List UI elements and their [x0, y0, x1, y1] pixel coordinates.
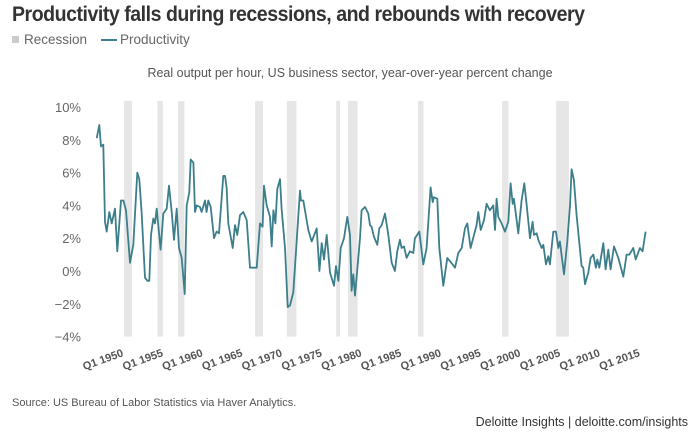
x-tick-label: Q1 1950	[81, 347, 125, 373]
recession-band	[157, 101, 163, 337]
y-tick-label: 8%	[62, 133, 81, 148]
y-tick-label: 10%	[55, 100, 81, 115]
y-tick-label: 6%	[62, 166, 81, 181]
y-tick-label: 4%	[62, 198, 81, 213]
recession-band	[286, 101, 297, 337]
recession-band	[336, 101, 341, 337]
x-tick-label: Q1 1995	[439, 347, 483, 373]
x-tick-label: Q1 1970	[240, 347, 284, 373]
recession-band	[502, 101, 509, 337]
x-tick-label: Q1 1965	[200, 347, 244, 373]
x-tick-label: Q1 2000	[479, 347, 523, 373]
y-tick-label: 2%	[62, 231, 81, 246]
x-tick-label: Q1 2015	[598, 347, 642, 373]
chart-subtitle: Real output per hour, US business sector…	[147, 66, 553, 80]
legend: Recession Productivity	[12, 32, 190, 47]
x-tick-label: Q1 2010	[558, 347, 602, 373]
x-tick-label: Q1 1960	[161, 347, 205, 373]
footer-credit: Deloitte Insights | deloitte.com/insight…	[475, 415, 688, 429]
y-tick-label: 0%	[62, 264, 81, 279]
y-tick-label: −4%	[55, 330, 82, 345]
productivity-line	[95, 124, 647, 308]
recession-swatch-icon	[12, 36, 19, 43]
x-tick-label: Q1 1980	[320, 347, 364, 373]
y-tick-label: −2%	[55, 297, 82, 312]
recession-band	[255, 101, 264, 337]
source-note: Source: US Bureau of Labor Statistics vi…	[12, 397, 297, 409]
legend-productivity-label: Productivity	[120, 32, 190, 47]
recession-band	[556, 101, 569, 337]
recession-band	[348, 101, 358, 337]
legend-recession-label: Recession	[24, 32, 88, 47]
productivity-line-swatch-icon	[101, 38, 118, 41]
x-tick-label: Q1 2005	[518, 347, 562, 373]
x-tick-label: Q1 1985	[359, 347, 403, 373]
x-tick-label: Q1 1975	[280, 347, 324, 373]
recession-band	[178, 101, 185, 337]
x-tick-label: Q1 1990	[399, 347, 443, 373]
x-tick-label: Q1 1955	[121, 347, 165, 373]
recession-band	[124, 101, 132, 337]
recession-band	[417, 101, 424, 337]
chart-title: Productivity falls during recessions, an…	[12, 3, 585, 26]
